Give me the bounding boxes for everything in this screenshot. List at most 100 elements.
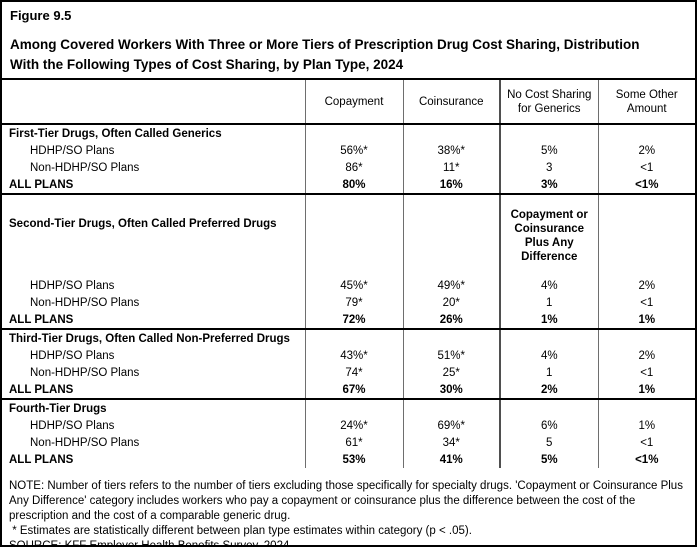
row-label: Non-HDHP/SO Plans	[30, 161, 140, 174]
empty-cell	[597, 194, 695, 277]
column-header-copayment: Copayment	[304, 80, 403, 125]
empty-cell	[304, 194, 403, 277]
value-cell: 4%	[499, 277, 598, 294]
row-label: HDHP/SO Plans	[30, 419, 115, 432]
figure-title: Among Covered Workers With Three or More…	[10, 37, 640, 72]
value-cell: 1%	[597, 381, 695, 400]
value-cell: 5%	[499, 142, 598, 159]
empty-cell	[499, 124, 598, 142]
value-cell: 6%	[499, 417, 598, 434]
value-cell: 3	[499, 159, 598, 176]
empty-cell	[304, 329, 403, 347]
value-cell: 25*	[402, 364, 500, 381]
column-header-coinsurance: Coinsurance	[402, 80, 500, 125]
row-label: HDHP/SO Plans	[30, 349, 115, 362]
table-row: HDHP/SO Plans 24%* 69%* 6% 1%	[2, 417, 695, 434]
footnotes-block: NOTE: Number of tiers refers to the numb…	[2, 468, 695, 547]
empty-cell	[402, 124, 500, 142]
value-cell: <1	[597, 159, 695, 176]
section-header-first-tier: First-Tier Drugs, Often Called Generics	[9, 127, 222, 140]
value-cell: 86*	[304, 159, 403, 176]
section-header-row: Third-Tier Drugs, Often Called Non-Prefe…	[2, 329, 695, 347]
table-row: HDHP/SO Plans 43%* 51%* 4% 2%	[2, 347, 695, 364]
table-row-all-plans: ALL PLANS 72% 26% 1% 1%	[2, 311, 695, 330]
empty-cell	[499, 399, 598, 417]
value-cell: 56%*	[304, 142, 403, 159]
value-cell: 2%	[597, 277, 695, 294]
table-row: HDHP/SO Plans 56%* 38%* 5% 2%	[2, 142, 695, 159]
value-cell: 72%	[304, 311, 403, 330]
value-cell: 2%	[499, 381, 598, 400]
section-header-row: Fourth-Tier Drugs	[2, 399, 695, 417]
value-cell: 5%	[499, 451, 598, 468]
row-label: ALL PLANS	[9, 453, 74, 466]
row-label: HDHP/SO Plans	[30, 279, 115, 292]
value-cell: 2%	[597, 142, 695, 159]
value-cell: 20*	[402, 294, 500, 311]
table-row-all-plans: ALL PLANS 53% 41% 5% <1%	[2, 451, 695, 468]
value-cell: 79*	[304, 294, 403, 311]
section-header-row: Second-Tier Drugs, Often Called Preferre…	[2, 194, 695, 277]
row-label: ALL PLANS	[2, 381, 305, 400]
value-cell: 1%	[597, 311, 695, 330]
value-cell: 5	[499, 434, 598, 451]
empty-cell	[402, 194, 500, 277]
section-header-second-tier: Second-Tier Drugs, Often Called Preferre…	[9, 218, 277, 230]
column-note-copayment-or-coinsurance: Copayment or Coinsurance Plus Any Differ…	[499, 194, 598, 277]
row-label: Non-HDHP/SO Plans	[30, 436, 140, 449]
header-spacer-cell	[2, 80, 305, 125]
empty-cell	[597, 399, 695, 417]
value-cell: 41%	[402, 451, 500, 468]
source-text: SOURCE: KFF Employer Health Benefits Sur…	[9, 540, 290, 547]
value-cell: 69%*	[402, 417, 500, 434]
value-cell: 3%	[499, 176, 598, 195]
value-cell: 53%	[304, 451, 403, 468]
value-cell: 74*	[304, 364, 403, 381]
empty-cell	[402, 399, 500, 417]
row-label: ALL PLANS	[2, 176, 305, 195]
empty-cell	[499, 329, 598, 347]
table-row: Non-HDHP/SO Plans 61* 34* 5 <1	[2, 434, 695, 451]
row-label: Non-HDHP/SO Plans	[30, 296, 140, 309]
value-cell: 43%*	[304, 347, 403, 364]
value-cell: <1	[597, 434, 695, 451]
value-cell: 51%*	[402, 347, 500, 364]
row-label: ALL PLANS	[2, 311, 305, 330]
table-row: Non-HDHP/SO Plans 86* 11* 3 <1	[2, 159, 695, 176]
table-row: Non-HDHP/SO Plans 74* 25* 1 <1	[2, 364, 695, 381]
row-label: HDHP/SO Plans	[30, 144, 115, 157]
table-row: HDHP/SO Plans 45%* 49%* 4% 2%	[2, 277, 695, 294]
empty-cell	[304, 124, 403, 142]
empty-cell	[304, 399, 403, 417]
table-row-all-plans: ALL PLANS 67% 30% 2% 1%	[2, 381, 695, 400]
value-cell: 61*	[304, 434, 403, 451]
value-cell: 80%	[304, 176, 403, 195]
table-row: Non-HDHP/SO Plans 79* 20* 1 <1	[2, 294, 695, 311]
value-cell: 2%	[597, 347, 695, 364]
value-cell: 34*	[402, 434, 500, 451]
section-header-fourth-tier: Fourth-Tier Drugs	[9, 402, 107, 415]
value-cell: 67%	[304, 381, 403, 400]
value-cell: <1	[597, 364, 695, 381]
note-text: NOTE: Number of tiers refers to the numb…	[9, 480, 683, 522]
table-row-all-plans: ALL PLANS 80% 16% 3% <1%	[2, 176, 695, 195]
section-header-third-tier: Third-Tier Drugs, Often Called Non-Prefe…	[9, 332, 290, 345]
value-cell: 30%	[402, 381, 500, 400]
row-label: Non-HDHP/SO Plans	[30, 366, 140, 379]
asterisk-note-text: * Estimates are statistically different …	[9, 525, 472, 537]
value-cell: 1	[499, 294, 598, 311]
value-cell: 26%	[402, 311, 500, 330]
column-header-no-cost-sharing: No Cost Sharing for Generics	[499, 80, 598, 125]
section-header-row: First-Tier Drugs, Often Called Generics	[2, 124, 695, 142]
value-cell: 4%	[499, 347, 598, 364]
empty-cell	[597, 329, 695, 347]
value-cell: 1%	[499, 311, 598, 330]
value-cell: 11*	[402, 159, 500, 176]
figure-number: Figure 9.5	[10, 8, 72, 23]
column-header-some-other-amount: Some Other Amount	[597, 80, 695, 125]
value-cell: 38%*	[402, 142, 500, 159]
value-cell: <1%	[597, 451, 695, 468]
value-cell: 16%	[402, 176, 500, 195]
value-cell: 24%*	[304, 417, 403, 434]
value-cell: 49%*	[402, 277, 500, 294]
